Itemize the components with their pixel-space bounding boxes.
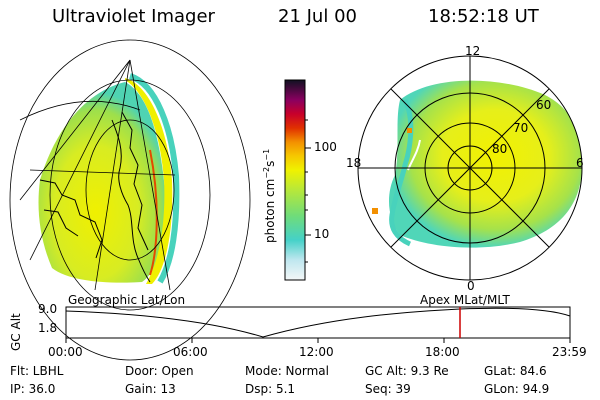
info-flt: Flt: LBHL [10,364,64,378]
time-tick-1800: 18:00 [425,345,460,359]
geographic-label: Geographic Lat/Lon [68,293,186,307]
time-label: 18:52:18 UT [428,6,539,27]
polar-label-18: 18 [346,156,362,170]
info-mode: Mode: Normal [245,364,329,378]
info-seq: Seq: 39 [365,382,411,396]
time-tick-0000: 00:00 [48,345,83,359]
gc-alt-bottom: 1.8 [38,321,58,335]
colorbar-tick-100: 100 [314,140,337,154]
polar-label-6: 6 [576,156,584,170]
unit-main: photon cm [263,178,277,243]
geographic-image [9,39,251,361]
colorbar [284,79,306,281]
colorbar-ticks [305,119,311,263]
info-gain: Gain: 13 [125,382,176,396]
info-glon: GLon: 94.9 [484,382,550,396]
unit-sup1: −2 [262,166,271,179]
polar-label-0: 0 [467,279,475,293]
info-gcalt: GC Alt: 9.3 Re [365,364,449,378]
polar-lat-80: 80 [492,142,508,156]
colorbar-unit-label: photon cm−2s−1 [262,149,277,243]
apex-label: Apex MLat/MLT [420,293,510,307]
unit-s: s [263,160,277,167]
gc-alt-axis-label: GC Alt [9,313,23,351]
unit-sup2: −1 [262,148,271,161]
polar-lat-70: 70 [513,121,529,135]
timeline-plot [65,306,571,343]
time-tick-0600: 06:00 [173,345,208,359]
gc-alt-top: 9.0 [38,302,58,316]
polar-label-12: 12 [465,44,481,58]
date-label: 21 Jul 00 [278,6,357,27]
polar-lat-60: 60 [536,98,552,112]
time-tick-1200: 12:00 [299,345,334,359]
colorbar-tick-10: 10 [314,227,330,241]
polar-plot [357,55,583,281]
info-dsp: Dsp: 5.1 [245,382,296,396]
app-title: Ultraviolet Imager [52,6,215,27]
info-glat: GLat: 84.6 [484,364,547,378]
time-tick-2359: 23:59 [552,345,587,359]
info-door: Door: Open [125,364,194,378]
info-ip: IP: 36.0 [10,382,56,396]
